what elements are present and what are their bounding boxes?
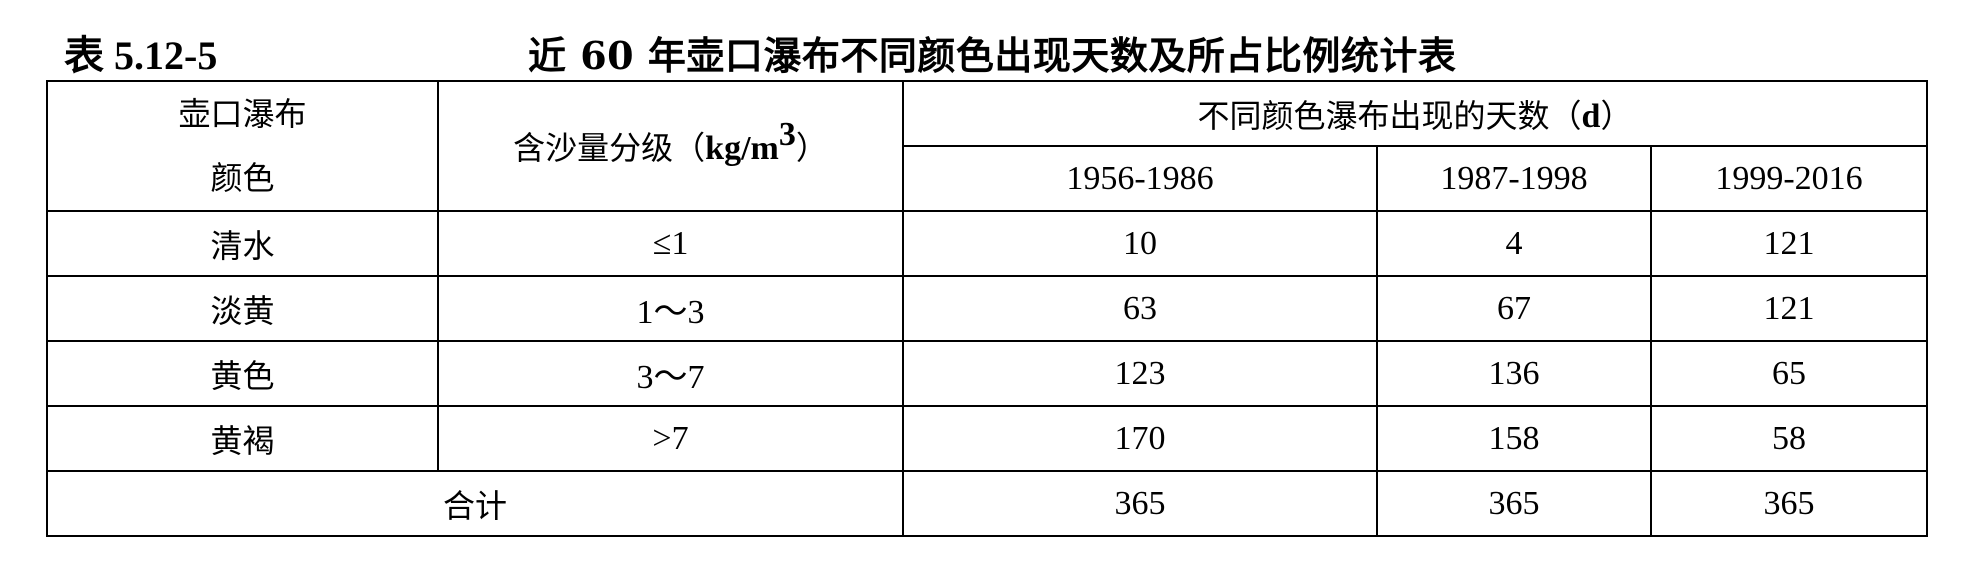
row-value: 121: [1649, 210, 1929, 277]
header-days-prefix: 不同颜色瀑布出现的天数（: [1197, 96, 1582, 135]
row-value: 123: [902, 340, 1378, 407]
row-value: 136: [1376, 340, 1652, 407]
table-caption: 表 5.12-5 近 60 年壶口瀑布不同颜色出现天数及所占比例统计表: [64, 26, 1944, 86]
header-days-group: 不同颜色瀑布出现的天数（d）: [901, 80, 1929, 147]
row-value: 63: [902, 275, 1378, 342]
row-color: 淡黄: [46, 275, 439, 342]
row-value: 65: [1649, 340, 1929, 407]
header-sediment-grade: 含沙量分级（kg/m3）: [437, 80, 904, 212]
table-row: 黄褐 >7 170 158 58: [46, 405, 1929, 472]
table-title: 近 60 年壶口瀑布不同颜色出现天数及所占比例统计表: [528, 33, 1457, 78]
header-period-3: 1999-2016: [1649, 145, 1929, 212]
header-sediment-suffix: ）: [795, 129, 828, 167]
total-value: 365: [1649, 470, 1929, 537]
header-row-2: 1956-1986 1987-1998 1999-2016: [47, 145, 1929, 212]
row-grade: >7: [437, 405, 904, 472]
row-value: 4: [1376, 210, 1652, 277]
table-number: 表 5.12-5: [64, 33, 218, 78]
header-waterfall-color-line1: 壶口瀑布: [178, 95, 307, 133]
row-grade: 3～7: [437, 340, 904, 407]
total-row: 合计 365 365 365: [46, 470, 1929, 537]
row-color: 黄色: [46, 340, 439, 407]
header-row-1: 壶口瀑布 颜色 含沙量分级（kg/m3） 不同颜色瀑布出现的天数（d）: [46, 80, 1929, 212]
header-sediment-unit: kg/m: [705, 130, 779, 167]
row-grade: ≤1: [437, 210, 904, 277]
row-color: 黄褐: [46, 405, 439, 472]
table-row: 淡黄 1～3 63 67 121: [46, 275, 1929, 342]
header-period-2: 1987-1998: [1376, 145, 1652, 212]
header-sediment-prefix: 含沙量分级（: [513, 129, 706, 167]
row-value: 121: [1649, 275, 1929, 342]
header-period-1: 1956-1986: [902, 145, 1378, 212]
total-value: 365: [902, 470, 1378, 537]
header-waterfall-color: 壶口瀑布 颜色: [46, 80, 439, 212]
row-grade: 1～3: [437, 275, 904, 342]
row-value: 58: [1649, 405, 1929, 472]
row-value: 67: [1376, 275, 1652, 342]
table-row: 黄色 3～7 123 136 65: [46, 340, 1929, 407]
row-value: 10: [902, 210, 1378, 277]
header-waterfall-color-line2: 颜色: [210, 159, 275, 197]
row-color: 清水: [46, 210, 439, 277]
total-label: 合计: [46, 470, 904, 537]
header-days-unit: d: [1581, 97, 1601, 135]
row-value: 158: [1376, 405, 1652, 472]
header-sediment-unit-sup: 3: [778, 116, 796, 154]
row-value: 170: [902, 405, 1378, 472]
header-days-suffix: ）: [1600, 96, 1633, 135]
table-row: 清水 ≤1 10 4 121: [46, 210, 1929, 277]
statistics-table: 壶口瀑布 颜色 含沙量分级（kg/m3） 不同颜色瀑布出现的天数（d） 1956…: [46, 80, 1929, 537]
total-value: 365: [1376, 470, 1652, 537]
